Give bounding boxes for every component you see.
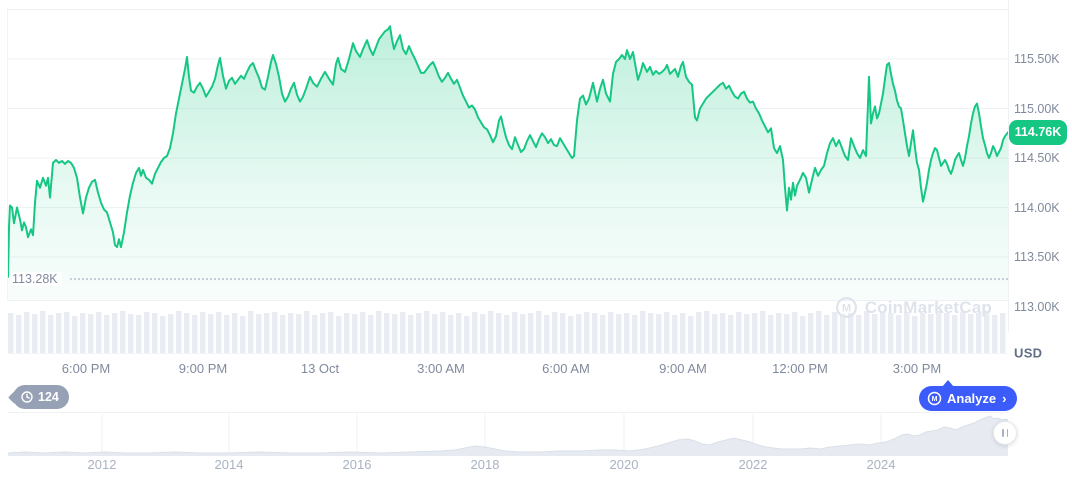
year-tick-label: 2018 — [470, 457, 500, 472]
price-tick-label: 113.50K — [1014, 250, 1060, 264]
year-tick-label: 2012 — [87, 457, 117, 472]
time-tick-label: 3:00 AM — [417, 361, 465, 376]
chart-bottom-border — [8, 300, 1008, 301]
history-minimap[interactable] — [8, 412, 1008, 457]
analyze-button[interactable]: M Analyze › — [919, 380, 1018, 411]
price-tick-label: 113.00K — [1014, 299, 1060, 314]
year-tick-label: 2022 — [738, 457, 768, 472]
year-tick-label: 2020 — [609, 457, 639, 472]
price-tick-label: 114.50K — [1014, 151, 1060, 165]
time-tick-label: 9:00 PM — [178, 361, 228, 376]
analyze-button-label: Analyze — [947, 391, 997, 406]
current-price-badge: 114.76K — [1009, 119, 1067, 145]
history-minimap-plot — [8, 414, 1008, 456]
price-tick-label: 115.00K — [1014, 101, 1060, 116]
time-tick-label: 3:00 PM — [892, 361, 942, 376]
minimap-scrub-handle[interactable] — [993, 421, 1017, 445]
watermark-text: CoinMarketCap — [864, 297, 992, 317]
year-tick-label: 2024 — [866, 457, 896, 472]
year-tick-label: 2014 — [214, 457, 244, 472]
svg-text:M: M — [842, 302, 851, 314]
coinmarketcap-button-logo-icon: M — [927, 391, 942, 406]
year-tick-label: 2016 — [342, 457, 372, 472]
plot-left-border — [7, 8, 8, 300]
time-tick-label: 6:00 PM — [61, 361, 111, 376]
time-tick-label: 6:00 AM — [542, 361, 590, 376]
history-clock-icon — [20, 390, 34, 404]
coinmarketcap-watermark: M CoinMarketCap — [835, 296, 992, 319]
history-count-badge[interactable]: 124 — [13, 385, 69, 409]
price-tick-label: 114.00K — [1014, 200, 1060, 215]
grip-bar-icon — [1002, 429, 1004, 437]
time-tick-label: 13 Oct — [300, 361, 340, 376]
time-tick-label: 12:00 PM — [772, 361, 828, 376]
coinmarketcap-logo-icon: M — [835, 297, 857, 318]
history-count-value: 124 — [38, 390, 59, 404]
volume-bottom-border — [8, 353, 1008, 354]
low-price-label: 113.28K — [12, 271, 62, 286]
currency-unit-label: USD — [1014, 345, 1043, 361]
time-tick-label: 9:00 AM — [659, 361, 707, 376]
price-tick-label: 115.50K — [1014, 52, 1060, 66]
low-price-dotted-line — [70, 277, 1008, 280]
volume-bars — [8, 311, 1006, 353]
svg-text:M: M — [932, 396, 938, 403]
chevron-right-icon: › — [1002, 391, 1007, 406]
price-chart-plot[interactable] — [8, 0, 1008, 300]
grip-bar-icon — [1006, 429, 1008, 437]
price-axis-separator — [1008, 0, 1009, 332]
